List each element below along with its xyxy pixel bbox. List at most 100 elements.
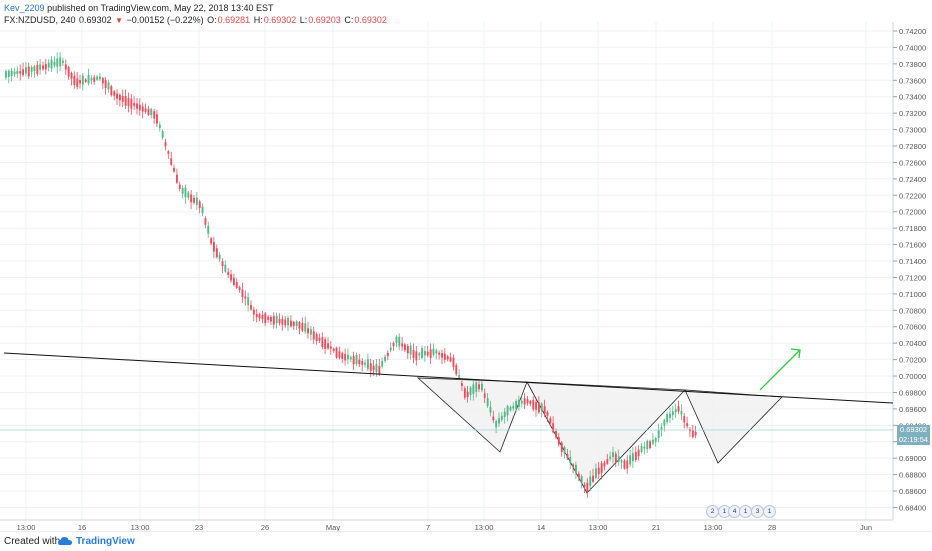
candle xyxy=(250,300,252,311)
candle xyxy=(449,352,452,363)
candle xyxy=(523,393,526,409)
candle xyxy=(495,419,498,433)
candle xyxy=(318,333,321,343)
candle xyxy=(469,385,472,401)
neckline-trendline[interactable] xyxy=(3,352,894,404)
candle xyxy=(466,385,469,403)
candle xyxy=(683,412,686,429)
candle xyxy=(298,321,301,335)
candle xyxy=(652,432,654,446)
candle xyxy=(632,446,634,468)
candle xyxy=(164,138,167,151)
candle xyxy=(198,199,201,214)
candle xyxy=(33,64,36,78)
candle xyxy=(529,399,532,407)
candle xyxy=(76,72,79,90)
candle xyxy=(446,354,449,362)
pattern-triangle[interactable] xyxy=(684,389,783,464)
candle xyxy=(42,61,44,71)
candle xyxy=(307,321,309,339)
candle xyxy=(614,451,617,468)
candle xyxy=(452,354,455,371)
candle xyxy=(389,342,392,353)
candle xyxy=(272,312,275,329)
candle xyxy=(358,353,361,368)
candle xyxy=(133,96,136,110)
candlestick-series[interactable] xyxy=(5,51,697,498)
candle xyxy=(355,352,358,367)
candle xyxy=(347,348,349,365)
candle xyxy=(304,316,307,334)
candle xyxy=(113,90,116,101)
time-axis[interactable]: 13:00 16 13:00 23 26 May 7 13:00 14 13:00 21 13:00 2… xyxy=(17,523,872,531)
time-tick-label: 13:00 xyxy=(589,523,608,531)
candle xyxy=(215,244,218,259)
candle xyxy=(580,474,583,489)
candle xyxy=(238,285,241,293)
candle xyxy=(187,190,190,200)
target-arrow-icon[interactable] xyxy=(759,348,801,391)
candle xyxy=(424,346,426,362)
candle xyxy=(96,74,99,81)
event-flag-icon[interactable]: 1 xyxy=(763,505,776,518)
pattern-triangle[interactable] xyxy=(416,377,528,453)
candle xyxy=(332,347,335,353)
time-tick-label: May xyxy=(326,523,340,531)
head-shoulders-pattern[interactable] xyxy=(416,377,783,494)
candle xyxy=(178,181,181,192)
candle xyxy=(190,190,193,210)
price-tick-label: 0.71000 xyxy=(899,290,926,299)
price-tick-label: 0.68600 xyxy=(899,487,926,496)
candle xyxy=(583,482,586,493)
candle xyxy=(64,59,67,75)
price-tick-label: 0.72800 xyxy=(899,142,926,151)
candle xyxy=(654,436,657,447)
candle xyxy=(53,56,56,68)
candle xyxy=(104,77,107,95)
footer: Created with TradingView xyxy=(0,531,932,551)
candle xyxy=(671,405,674,421)
candle xyxy=(518,395,520,411)
candle xyxy=(535,399,537,417)
author-link[interactable]: Kev_2209 xyxy=(4,3,45,13)
event-flag-icon[interactable]: 1 xyxy=(718,505,731,518)
time-tick-label: 13:00 xyxy=(704,523,723,531)
time-tick-label: 13:00 xyxy=(131,523,150,531)
candle xyxy=(204,216,207,229)
candle xyxy=(691,424,694,439)
candle xyxy=(110,84,113,97)
time-tick-label: 13:00 xyxy=(17,523,36,531)
price-tick-label: 0.72000 xyxy=(899,208,926,217)
candle xyxy=(640,442,643,454)
candle xyxy=(258,312,261,322)
candle xyxy=(398,333,401,351)
event-count: 4 xyxy=(732,508,737,515)
candle xyxy=(241,282,244,304)
candle xyxy=(646,439,649,453)
tradingview-brand[interactable]: TradingView xyxy=(76,536,135,547)
candle xyxy=(406,343,409,360)
pattern-triangle[interactable] xyxy=(526,381,686,494)
candle xyxy=(569,450,572,470)
candle xyxy=(161,129,164,140)
candle xyxy=(543,399,546,418)
candle xyxy=(472,379,475,401)
event-count: 1 xyxy=(722,508,727,515)
tradingview-cloud-icon[interactable] xyxy=(57,535,73,547)
candle xyxy=(70,71,73,86)
candle xyxy=(121,89,124,108)
candle xyxy=(566,449,569,460)
candle xyxy=(275,312,278,329)
time-tick-label: Jun xyxy=(860,523,872,531)
candle xyxy=(352,351,355,370)
price-tick-label: 0.72400 xyxy=(899,175,926,184)
candle xyxy=(292,320,295,330)
candle xyxy=(677,400,680,415)
candle xyxy=(144,103,147,114)
candle xyxy=(680,404,683,421)
candle xyxy=(603,460,606,471)
price-tick-label: 0.71800 xyxy=(899,224,926,233)
candle xyxy=(575,461,577,480)
price-chart[interactable]: 0.74200 0.74000 0.73800 0.73600 0.73400 0.732… xyxy=(0,0,932,531)
candle xyxy=(335,346,338,359)
